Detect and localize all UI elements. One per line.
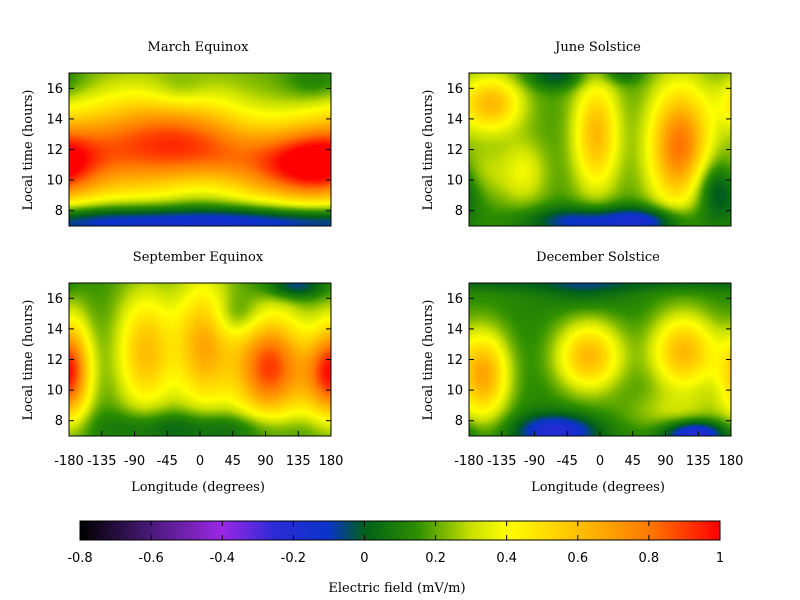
heatmap-image (469, 283, 731, 436)
y-axis: 8 10 12 14 16 (446, 292, 731, 429)
panel-june-solstice: June Solstice 8 10 12 14 16 Local time (hour… (421, 40, 732, 227)
y-tick-label: 8 (55, 204, 63, 219)
x-axis: -180 -135 -90 -45 0 45 90 135 180 (54, 431, 343, 469)
x-tick-label: -135 (487, 454, 517, 469)
panel-march-equinox: March Equinox 8 10 12 14 16 Local time (hour… (21, 40, 332, 227)
x-tick-label: 90 (257, 454, 274, 469)
y-tick-label: 16 (446, 82, 463, 97)
colorbar-tick-label: -0.4 (210, 551, 235, 566)
x-tick-label: 45 (624, 454, 641, 469)
x-tick-label: 180 (319, 454, 344, 469)
colorbar-tick-label: 0 (360, 551, 368, 566)
x-tick-label: -90 (124, 454, 145, 469)
x-tick-label: 135 (286, 454, 311, 469)
heatmap-image (69, 73, 331, 226)
panel-title: March Equinox (148, 40, 250, 55)
y-axis-label: Local time (hours) (421, 90, 436, 211)
heatmap-image (469, 73, 731, 226)
y-axis-label: Local time (hours) (21, 90, 36, 211)
x-tick-label: 180 (719, 454, 744, 469)
panel-title: June Solstice (553, 40, 641, 55)
y-tick-label: 10 (46, 384, 63, 399)
x-tick-label: 135 (686, 454, 711, 469)
y-tick-label: 12 (46, 143, 63, 158)
x-tick-label: -45 (157, 454, 178, 469)
y-tick-label: 16 (46, 292, 63, 307)
x-tick-label: -45 (557, 454, 578, 469)
x-tick-label: -90 (524, 454, 545, 469)
y-tick-label: 8 (455, 204, 463, 219)
x-tick-label: 0 (196, 454, 204, 469)
colorbar-tick-label: 0.2 (425, 551, 446, 566)
x-axis-label: Longitude (degrees) (531, 480, 665, 495)
colorbar-tick-label: -0.6 (138, 551, 163, 566)
panel-december-solstice: December Solstice 8 10 12 14 16 -180 -135 -90-… (421, 250, 743, 495)
colorbar-tick-label: 0.4 (496, 551, 517, 566)
y-tick-label: 10 (446, 384, 463, 399)
x-tick-label: 0 (596, 454, 604, 469)
x-tick-label: -135 (87, 454, 117, 469)
colorbar: -0.8 -0.6 -0.4 -0.2 0 0.2 0.4 0.6 0.8 1 Electric … (67, 520, 724, 596)
x-axis: -180 -135 -90 -45 0 45 90 135 180 (454, 431, 743, 469)
y-tick-label: 14 (446, 112, 463, 127)
y-tick-label: 16 (46, 82, 63, 97)
panel-september-equinox: September Equinox 8 10 12 14 16 -180 -135 -90-… (21, 250, 343, 495)
y-axis: 8 10 12 14 16 (446, 82, 731, 219)
y-tick-label: 14 (46, 322, 63, 337)
y-tick-label: 14 (46, 112, 63, 127)
y-tick-label: 8 (55, 414, 63, 429)
x-axis-label: Longitude (degrees) (131, 480, 265, 495)
panel-title: December Solstice (536, 250, 660, 265)
y-tick-label: 14 (446, 322, 463, 337)
colorbar-tick-label: -0.8 (67, 551, 92, 566)
y-tick-label: 12 (446, 353, 463, 368)
colorbar-gradient (80, 521, 720, 540)
y-tick-label: 12 (46, 353, 63, 368)
x-tick-label: 90 (657, 454, 674, 469)
y-tick-label: 16 (446, 292, 463, 307)
y-tick-label: 8 (455, 414, 463, 429)
colorbar-tick-label: -0.2 (281, 551, 306, 566)
y-axis: 8 10 12 14 16 (46, 292, 331, 429)
colorbar-label: Electric field (mV/m) (328, 581, 465, 596)
colorbar-ticks: -0.8 -0.6 -0.4 -0.2 0 0.2 0.4 0.6 0.8 1 (67, 521, 724, 566)
y-tick-label: 12 (446, 143, 463, 158)
y-axis-label: Local time (hours) (21, 300, 36, 421)
y-tick-label: 10 (46, 174, 63, 189)
x-tick-label: -180 (54, 454, 84, 469)
colorbar-tick-label: 0.8 (639, 551, 660, 566)
colorbar-tick-label: 1 (716, 551, 724, 566)
y-tick-label: 10 (446, 174, 463, 189)
x-tick-label: -180 (454, 454, 484, 469)
heatmap-image (69, 283, 331, 436)
panel-title: September Equinox (133, 250, 264, 265)
colorbar-frame (79, 520, 721, 541)
x-tick-label: 45 (224, 454, 241, 469)
y-axis-label: Local time (hours) (421, 300, 436, 421)
y-axis: 8 10 12 14 16 (46, 82, 331, 219)
colorbar-tick-label: 0.6 (567, 551, 588, 566)
